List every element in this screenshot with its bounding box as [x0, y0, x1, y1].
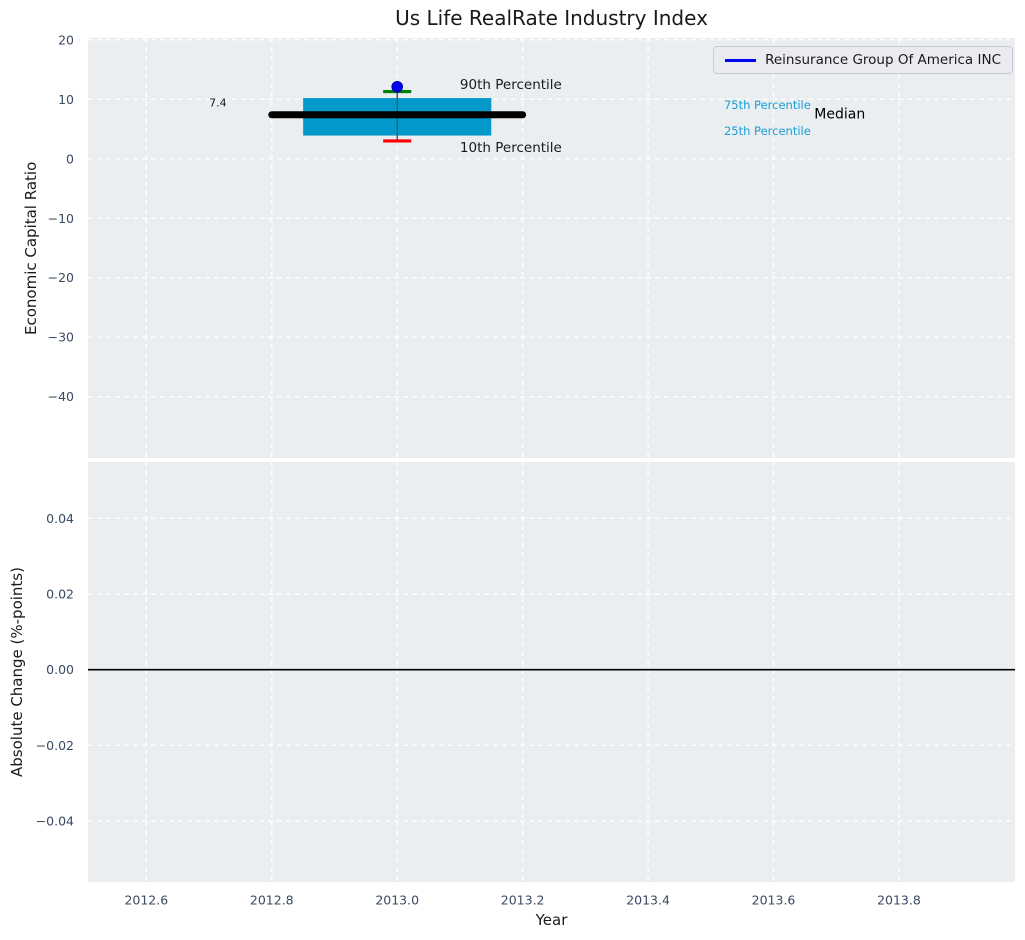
annotation: 25th Percentile: [724, 124, 811, 138]
y-tick-label: −30: [48, 330, 74, 345]
chart-title: Us Life RealRate Industry Index: [395, 6, 708, 30]
x-tick-label: 2012.6: [124, 893, 168, 908]
y-tick-label: −10: [48, 211, 74, 226]
annotation: 10th Percentile: [460, 140, 562, 156]
legend-line-icon: [725, 58, 757, 62]
y-tick-label: 10: [58, 92, 74, 107]
y-tick-label: −40: [48, 389, 74, 404]
y-tick-label: −20: [48, 270, 74, 285]
x-tick-label: 2012.8: [250, 893, 294, 908]
legend: Reinsurance Group Of America INC: [713, 46, 1013, 74]
company-value-dot: [391, 80, 404, 93]
y-tick-label: 0.00: [46, 662, 74, 677]
x-tick-label: 2013.8: [877, 893, 921, 908]
x-tick-label: 2013.2: [501, 893, 545, 908]
y-tick-label: 20: [58, 32, 74, 47]
top-y-axis-label: Economic Capital Ratio: [22, 161, 40, 335]
legend-label: Reinsurance Group Of America INC: [765, 52, 1001, 68]
x-axis-label: Year: [535, 911, 568, 929]
axes-background: [88, 38, 1015, 458]
annotation: 90th Percentile: [460, 77, 562, 93]
axes-background: [88, 462, 1015, 882]
top-axes: 20 10 0 −10 −20 −30 −40 7.4 90th Percentile 10th …: [48, 32, 1015, 458]
y-tick-label: 0.04: [46, 511, 74, 526]
y-tick-label: −0.04: [36, 814, 74, 829]
annotation: 75th Percentile: [724, 98, 811, 112]
bottom-axes: 0.04 0.02 0.00 −0.02 −0.04 2012.6 2012.8 2013.0…: [36, 462, 1015, 908]
y-tick-label: 0: [66, 151, 74, 166]
bottom-y-axis-label: Absolute Change (%-points): [8, 567, 26, 777]
y-tick-label: 0.02: [46, 587, 74, 602]
y-tick-label: −0.02: [36, 738, 74, 753]
annotation: Median: [814, 107, 865, 123]
x-tick-label: 2013.4: [626, 893, 670, 908]
annotation: 7.4: [209, 96, 227, 109]
x-tick-label: 2013.0: [375, 893, 419, 908]
x-tick-label: 2013.6: [752, 893, 796, 908]
